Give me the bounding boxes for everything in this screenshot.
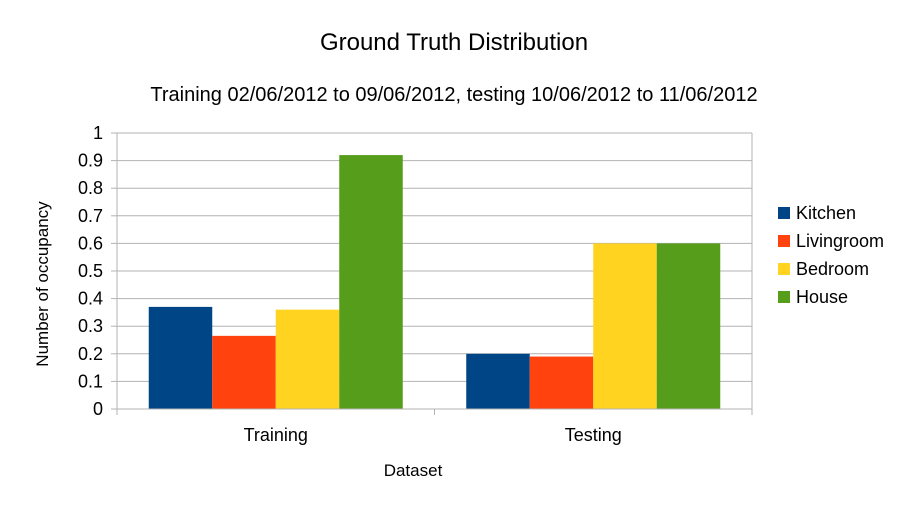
y-tick-label: 0 bbox=[93, 399, 103, 419]
legend-label-livingroom: Livingroom bbox=[796, 231, 884, 251]
bar-livingroom-testing bbox=[529, 356, 594, 409]
y-tick-label: 0.3 bbox=[78, 316, 103, 336]
legend-swatch-bedroom bbox=[778, 263, 790, 275]
legend-label-house: House bbox=[796, 287, 848, 307]
y-axis-label: Number of occupancy bbox=[33, 201, 52, 367]
chart-title: Ground Truth Distribution bbox=[320, 29, 588, 56]
bar-bedroom-testing bbox=[593, 243, 657, 409]
chart-subtitle: Training 02/06/2012 to 09/06/2012, testi… bbox=[150, 84, 757, 106]
y-tick-label: 0.1 bbox=[78, 371, 103, 391]
legend-swatch-house bbox=[778, 291, 790, 303]
y-tick-label: 0.4 bbox=[78, 289, 103, 309]
y-tick-label: 0.7 bbox=[78, 206, 103, 226]
x-axis-ticks: Training Testing bbox=[116, 409, 753, 445]
bar-livingroom-training bbox=[212, 335, 276, 409]
x-tick-label: Testing bbox=[565, 425, 622, 445]
bar-kitchen-training bbox=[148, 306, 213, 409]
bar-bedroom-training bbox=[275, 309, 340, 409]
x-tick-label: Training bbox=[244, 425, 308, 445]
legend-swatch-livingroom bbox=[778, 235, 790, 247]
x-axis-label: Dataset bbox=[384, 461, 443, 480]
y-tick-label: 0.9 bbox=[78, 151, 103, 171]
legend: Kitchen Livingroom Bedroom House bbox=[778, 203, 884, 307]
y-tick-label: 0.6 bbox=[78, 233, 103, 253]
y-axis-ticks: 0 0.1 0.2 0.3 0.4 0.5 0.6 0.7 0.8 0.9 1 bbox=[78, 123, 117, 419]
bar-house-testing bbox=[656, 243, 721, 409]
y-tick-label: 0.2 bbox=[78, 344, 103, 364]
bar-kitchen-testing bbox=[466, 353, 530, 409]
legend-swatch-kitchen bbox=[778, 207, 790, 219]
legend-label-kitchen: Kitchen bbox=[796, 203, 856, 223]
y-tick-label: 1 bbox=[93, 123, 103, 143]
bar-house-training bbox=[339, 155, 403, 409]
y-tick-label: 0.8 bbox=[78, 178, 103, 198]
y-tick-label: 0.5 bbox=[78, 261, 103, 281]
bars bbox=[148, 155, 721, 409]
legend-label-bedroom: Bedroom bbox=[796, 259, 869, 279]
